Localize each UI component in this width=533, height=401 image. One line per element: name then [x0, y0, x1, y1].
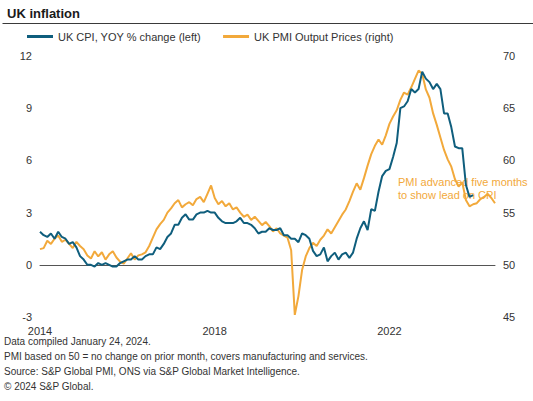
svg-text:50: 50 — [503, 259, 515, 271]
svg-text:0: 0 — [26, 259, 32, 271]
svg-text:© 2024 S&P Global.: © 2024 S&P Global. — [4, 381, 93, 392]
svg-text:UK CPI, YOY % change (left): UK CPI, YOY % change (left) — [58, 31, 201, 43]
svg-text:2022: 2022 — [377, 325, 401, 337]
svg-text:45: 45 — [503, 311, 515, 323]
svg-text:65: 65 — [503, 102, 515, 114]
svg-text:-3: -3 — [22, 311, 32, 323]
svg-text:60: 60 — [503, 154, 515, 166]
svg-text:2014: 2014 — [28, 325, 52, 337]
svg-text:9: 9 — [26, 102, 32, 114]
svg-text:3: 3 — [26, 207, 32, 219]
svg-text:6: 6 — [26, 154, 32, 166]
svg-text:55: 55 — [503, 207, 515, 219]
svg-text:PMI advanced five months: PMI advanced five months — [398, 175, 528, 188]
svg-text:UK PMI Output Prices (right): UK PMI Output Prices (right) — [254, 31, 393, 43]
svg-text:Data compiled January 24, 2024: Data compiled January 24, 2024. — [4, 336, 151, 347]
svg-text:70: 70 — [503, 50, 515, 62]
svg-text:to show lead on CPI: to show lead on CPI — [398, 188, 497, 201]
svg-text:UK inflation: UK inflation — [7, 6, 80, 21]
svg-text:PMI based on 50 = no change on: PMI based on 50 = no change on prior mon… — [4, 351, 368, 362]
svg-text:Source: S&P Global PMI, ONS vi: Source: S&P Global PMI, ONS via S&P Glob… — [4, 366, 300, 377]
svg-text:2018: 2018 — [202, 325, 226, 337]
svg-text:12: 12 — [20, 50, 32, 62]
